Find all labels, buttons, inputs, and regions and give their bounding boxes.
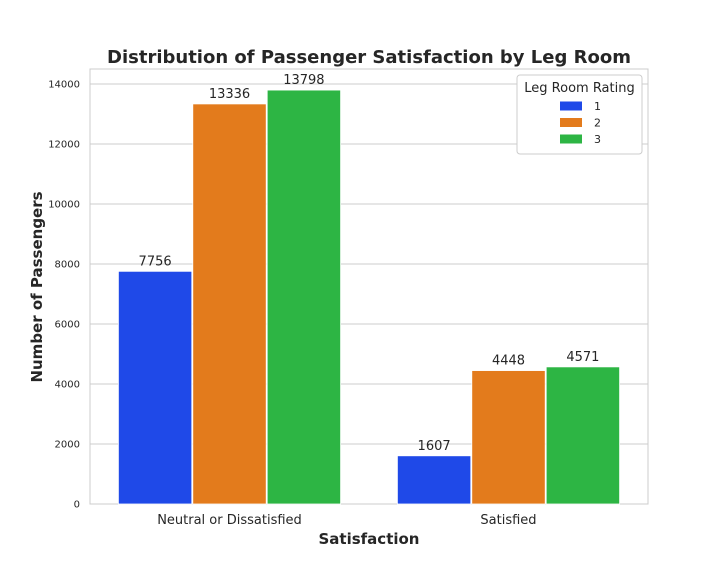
bar-value-label: 13336 — [209, 87, 250, 102]
y-axis-ticks: 0 2000 4000 6000 8000 10000 12000 14000 — [48, 80, 80, 511]
legend-entry-label: 3 — [594, 133, 601, 146]
bar-value-label: 7756 — [139, 254, 172, 269]
bar — [545, 366, 621, 505]
legend-entry-label: 2 — [594, 117, 601, 130]
legend-swatch — [560, 101, 582, 111]
plot-frame — [89, 68, 649, 505]
bars — [118, 89, 621, 505]
y-tick-label: 12000 — [48, 140, 80, 151]
bar-value-label: 4571 — [566, 350, 599, 365]
bar — [396, 455, 472, 505]
bar — [118, 270, 193, 505]
x-category-label: Neutral or Dissatisfied — [157, 513, 302, 528]
bar — [192, 103, 267, 505]
legend-title: Leg Room Rating — [524, 81, 634, 96]
chart-title: Distribution of Passenger Satisfaction b… — [107, 47, 631, 68]
bar-value-label: 4448 — [492, 354, 525, 369]
x-category-label: Satisfied — [480, 513, 536, 528]
y-tick-label: 6000 — [55, 320, 80, 331]
legend-box — [516, 74, 643, 155]
y-tick-label: 10000 — [48, 200, 80, 211]
bar-value-label: 13798 — [283, 73, 324, 88]
bar — [471, 370, 546, 505]
y-tick-label: 0 — [74, 500, 80, 511]
data-labels: 7756 13336 13798 1607 4448 4571 — [139, 73, 600, 454]
x-axis-categories: Neutral or Dissatisfied Satisfied — [157, 513, 536, 528]
bar — [266, 89, 342, 505]
y-tick-label: 4000 — [55, 380, 80, 391]
legend-items: 1 2 3 — [560, 100, 601, 146]
legend-swatch — [560, 134, 582, 144]
x-axis-label: Satisfaction — [318, 530, 419, 548]
y-axis-label: Number of Passengers — [28, 191, 46, 382]
legend-entry-label: 1 — [594, 100, 601, 113]
y-tick-label: 2000 — [55, 440, 80, 451]
legend: Leg Room Rating 1 2 3 — [516, 74, 643, 155]
y-tick-label: 8000 — [55, 260, 80, 271]
y-tick-label: 14000 — [48, 80, 80, 91]
bar-value-label: 1607 — [418, 439, 451, 454]
legend-swatch — [560, 118, 582, 127]
